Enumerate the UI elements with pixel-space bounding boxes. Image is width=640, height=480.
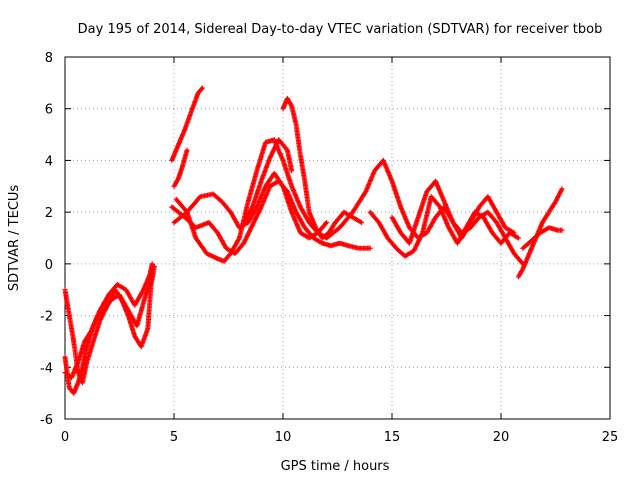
data-point xyxy=(559,186,565,192)
x-tick-label: 10 xyxy=(275,430,292,445)
series-arc-peak10 xyxy=(280,95,364,241)
grid xyxy=(65,57,610,419)
data-points xyxy=(62,85,565,396)
y-axis-title: SDTVAR / TECUs xyxy=(7,185,22,292)
data-point xyxy=(359,220,364,225)
y-tick-label: -4 xyxy=(40,361,53,376)
data-point xyxy=(184,147,190,153)
data-point xyxy=(511,230,517,236)
x-tick-label: 5 xyxy=(170,430,178,445)
series-arc-mid-d xyxy=(241,137,295,225)
chart-title: Day 195 of 2014, Sidereal Day-to-day VTE… xyxy=(78,22,603,37)
data-point xyxy=(323,221,329,226)
data-point xyxy=(559,227,565,233)
plot-frame xyxy=(64,56,611,420)
series-arc-mid-b xyxy=(171,170,330,241)
y-tick-label: 4 xyxy=(45,154,53,169)
axis-ticks: 0 5 10 15 20 25 -6 -4 -2 0 2 4 6 8 xyxy=(40,51,618,445)
series-arc-end-b xyxy=(520,225,565,251)
series-arc-late-c xyxy=(389,178,517,246)
y-tick-label: 0 xyxy=(45,258,53,273)
data-point xyxy=(324,220,330,225)
series-arc-end xyxy=(515,186,565,280)
data-point xyxy=(515,235,521,241)
series-arc-high xyxy=(169,85,205,163)
series-arc-early-b xyxy=(62,261,155,396)
y-tick-label: 6 xyxy=(45,103,53,118)
x-axis-title: GPS time / hours xyxy=(281,459,390,474)
x-tick-label: 25 xyxy=(602,430,619,445)
data-point xyxy=(151,263,157,269)
y-tick-label: 8 xyxy=(45,51,53,66)
series-arc-early-c xyxy=(62,263,157,381)
series-arc-high-b xyxy=(171,147,190,189)
x-tick-label: 15 xyxy=(384,430,401,445)
data-point xyxy=(289,168,295,174)
y-tick-label: -2 xyxy=(40,310,53,325)
y-tick-label: 2 xyxy=(45,206,53,221)
y-tick-label: -6 xyxy=(40,413,53,428)
x-tick-label: 20 xyxy=(493,430,510,445)
x-tick-label: 0 xyxy=(61,430,69,445)
data-point xyxy=(367,245,373,251)
data-point xyxy=(199,85,205,91)
